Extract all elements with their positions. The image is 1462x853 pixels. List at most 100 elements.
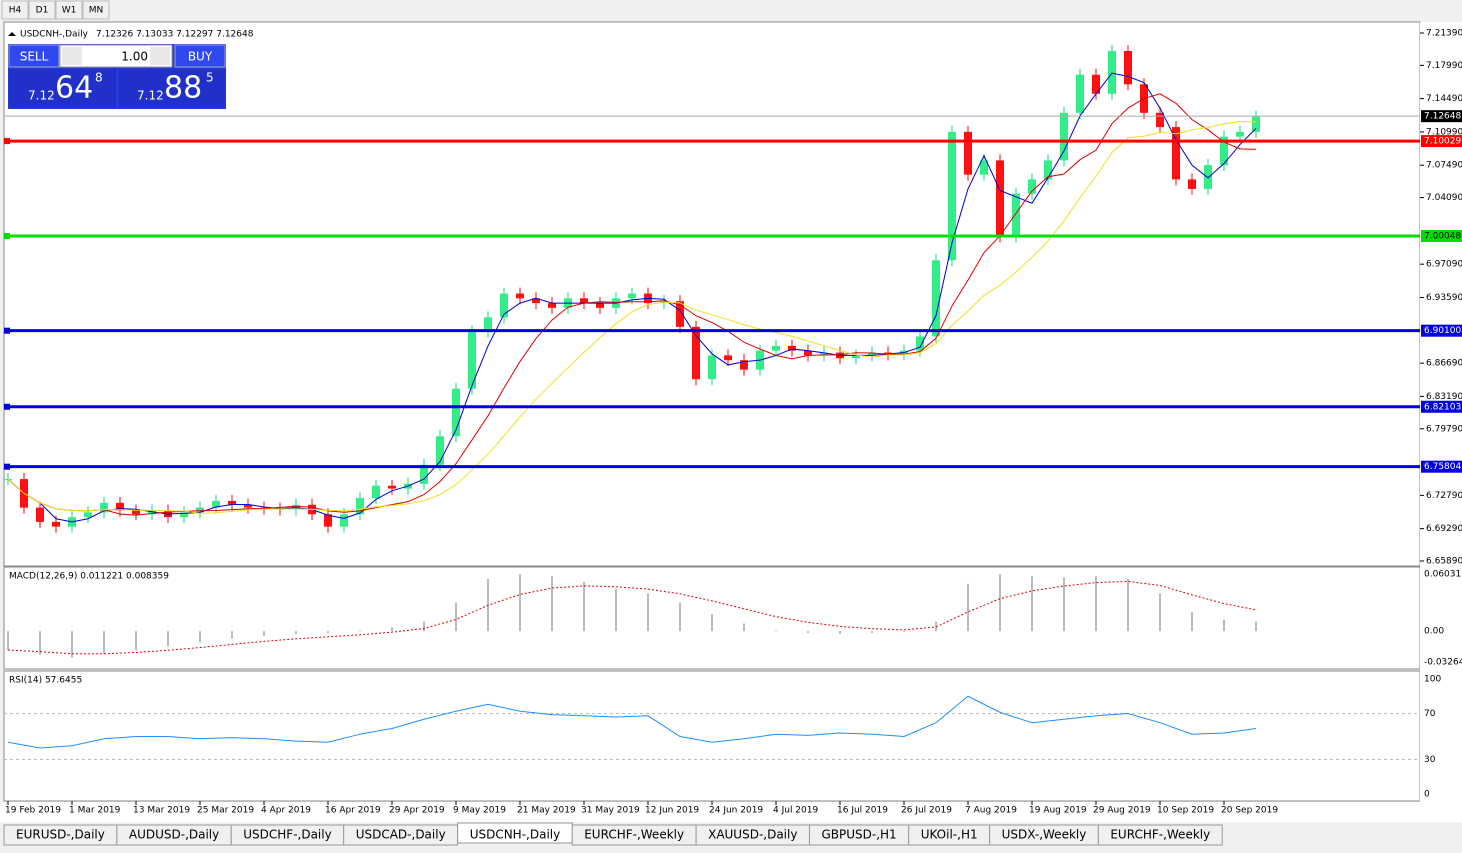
candle xyxy=(788,345,796,351)
date-label: 10 Sep 2019 xyxy=(1157,806,1214,816)
buy-price-pips: 88 xyxy=(164,71,202,106)
candle xyxy=(36,507,44,522)
date-label: 4 Apr 2019 xyxy=(261,806,311,816)
candle xyxy=(1188,179,1196,189)
candle xyxy=(148,510,156,515)
sell-price-fraction: 8 xyxy=(95,71,103,85)
time-axis xyxy=(0,802,1462,822)
price-label: 6.72790 xyxy=(1426,491,1462,501)
price-label: 6.65890 xyxy=(1426,557,1462,567)
date-label: 29 Apr 2019 xyxy=(389,806,445,816)
buy-label[interactable]: BUY xyxy=(188,50,213,64)
candle xyxy=(1236,131,1244,137)
candle xyxy=(452,388,460,437)
candle xyxy=(580,298,588,304)
candle xyxy=(372,485,380,499)
candle xyxy=(1204,165,1212,189)
buy-price-box[interactable] xyxy=(119,69,225,108)
timeframe-button[interactable] xyxy=(28,0,56,20)
level-handle[interactable] xyxy=(4,327,10,334)
tab-label[interactable]: EURUSD-,Daily xyxy=(16,828,105,842)
timeframe-label[interactable]: D1 xyxy=(36,6,49,16)
candle xyxy=(484,317,492,332)
rsi-header: RSI(14) 57.6455 xyxy=(9,676,82,686)
price-label: 6.79790 xyxy=(1426,424,1462,434)
macd-bar xyxy=(71,631,73,658)
date-label: 4 Jul 2019 xyxy=(773,806,818,816)
candle xyxy=(948,131,956,261)
lot-down[interactable] xyxy=(62,47,82,65)
sell-price-box[interactable] xyxy=(9,69,116,108)
macd-bar xyxy=(359,631,361,632)
date-label: 7 Aug 2019 xyxy=(965,806,1017,816)
macd-bar xyxy=(967,583,969,632)
timeframe-button[interactable] xyxy=(55,0,83,20)
macd-bar xyxy=(583,581,585,632)
lot-input[interactable] xyxy=(59,44,173,68)
macd-bar xyxy=(935,621,937,632)
rsi-panel xyxy=(3,670,1421,802)
collapse-icon[interactable] xyxy=(8,32,16,36)
toolbar xyxy=(0,0,1462,20)
tab[interactable] xyxy=(1097,824,1223,846)
candle xyxy=(724,355,732,361)
tab-label[interactable]: AUDUSD-,Daily xyxy=(129,828,219,842)
macd-bar xyxy=(1095,576,1097,632)
timeframe-label[interactable]: MN xyxy=(89,6,104,16)
date-label: 29 Aug 2019 xyxy=(1093,806,1151,816)
candle xyxy=(1092,74,1100,94)
candle xyxy=(516,293,524,299)
tab-label[interactable]: EURCHF-,Weekly xyxy=(584,828,684,842)
lot-up[interactable] xyxy=(150,47,170,65)
level-handle[interactable] xyxy=(4,233,10,240)
sell-button[interactable] xyxy=(8,44,60,68)
date-label: 24 Jun 2019 xyxy=(709,806,763,816)
candle xyxy=(980,160,988,175)
candle xyxy=(676,301,684,327)
candle xyxy=(1028,179,1036,194)
tab-label[interactable]: USDCNH-,Daily xyxy=(470,828,561,842)
candle xyxy=(84,512,92,518)
date-label: 31 May 2019 xyxy=(581,806,640,816)
sell-label[interactable]: SELL xyxy=(20,50,49,64)
tab-label[interactable]: USDX-,Weekly xyxy=(1002,828,1087,842)
candle xyxy=(596,303,604,308)
current-price-label: 7.12648 xyxy=(1424,112,1461,122)
date-label: 26 Jul 2019 xyxy=(901,806,952,816)
candle xyxy=(772,345,780,351)
level-label: 6.75804 xyxy=(1424,462,1461,472)
date-label: 20 Sep 2019 xyxy=(1221,806,1278,816)
timeframe-button[interactable] xyxy=(82,0,110,20)
candle xyxy=(996,160,1004,237)
level-label: 6.82103 xyxy=(1424,402,1461,412)
sell-price-pips: 64 xyxy=(55,71,93,106)
candle xyxy=(852,355,860,359)
level-handle[interactable] xyxy=(4,138,10,145)
timeframe-label[interactable]: H4 xyxy=(9,6,22,16)
date-label: 21 May 2019 xyxy=(517,806,576,816)
timeframe-label[interactable]: W1 xyxy=(62,6,77,16)
tab-label[interactable]: GBPUSD-,H1 xyxy=(821,828,896,842)
candle xyxy=(708,355,716,380)
tab-label[interactable]: UKOil-,H1 xyxy=(921,828,978,842)
tab-label[interactable]: XAUUSD-,Daily xyxy=(708,828,797,842)
timeframe-button[interactable] xyxy=(1,0,29,20)
tab-label[interactable]: USDCHF-,Daily xyxy=(243,828,331,842)
macd-axis-label: -0.032648 xyxy=(1424,658,1462,668)
date-label: 9 May 2019 xyxy=(453,806,506,816)
tab-label[interactable]: EURCHF-,Weekly xyxy=(1110,828,1210,842)
candle xyxy=(740,360,748,370)
level-handle[interactable] xyxy=(4,463,10,470)
macd-signal xyxy=(7,580,1257,655)
macd-axis-label: 0.060317 xyxy=(1424,570,1462,580)
tab-label[interactable]: USDCAD-,Daily xyxy=(356,828,446,842)
macd-bar xyxy=(807,631,809,633)
candle xyxy=(1044,160,1052,180)
macd-bar xyxy=(1127,579,1129,632)
level-handle[interactable] xyxy=(4,403,10,410)
macd-bar xyxy=(1031,576,1033,632)
rsi-axis-label: 0 xyxy=(1424,790,1430,800)
buy-button[interactable] xyxy=(174,44,226,68)
candle xyxy=(116,502,124,511)
